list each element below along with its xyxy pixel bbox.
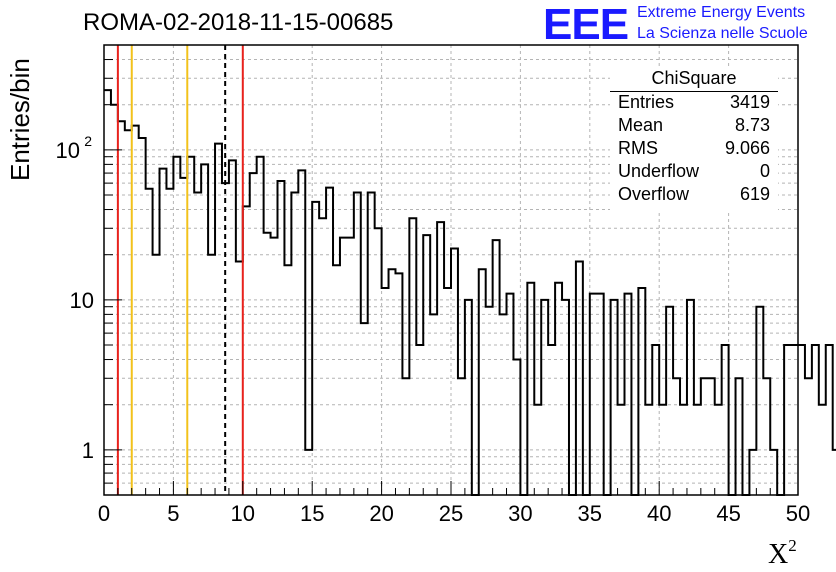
x-tick-label: 35 (578, 501, 602, 526)
x-axis-label: X2 (768, 536, 797, 571)
x-tick-label: 50 (786, 501, 810, 526)
stats-box: ChiSquare Entries 3419 Mean 8.73 RMS 9.0… (610, 67, 778, 211)
x-tick-label: 25 (439, 501, 463, 526)
x-tick-label: 0 (98, 501, 110, 526)
x-axis-label-superscript: 2 (788, 536, 797, 555)
stat-row-overflow: Overflow 619 (618, 184, 770, 207)
stats-title: ChiSquare (651, 68, 737, 88)
x-axis-label-main: X (768, 539, 789, 570)
x-tick-label: 15 (300, 501, 324, 526)
stat-value: 3419 (729, 92, 770, 112)
stat-name: Mean (618, 115, 664, 135)
logo-text-line-1: Extreme Energy Events (637, 4, 806, 21)
x-tick-label: 40 (647, 501, 671, 526)
y-tick-label: 10 (70, 288, 94, 313)
stat-name: RMS (618, 138, 658, 158)
stat-value: 8.73 (734, 115, 770, 135)
stat-row-mean: Mean 8.73 (618, 115, 770, 138)
stats-divider (610, 91, 778, 92)
chart-title: ROMA-02-2018-11-15-00685 (83, 9, 394, 36)
stat-value: 619 (739, 184, 770, 204)
x-tick-label: 45 (716, 501, 740, 526)
stat-row-entries: Entries 3419 (618, 92, 770, 115)
x-tick-label: 5 (167, 501, 179, 526)
stat-name: Overflow (618, 184, 690, 204)
stat-row-underflow: Underflow 0 (618, 161, 770, 184)
x-tick-label: 30 (508, 501, 532, 526)
stat-row-rms: RMS 9.066 (618, 138, 770, 161)
y-tick-label: 10 (56, 138, 80, 163)
logo-text-line-2: La Scienza nelle Scuole (637, 25, 808, 42)
x-tick-label: 20 (369, 501, 393, 526)
y-tick-label: 1 (82, 438, 94, 463)
eee-logo: EEE (543, 0, 629, 49)
stat-value: 0 (759, 161, 770, 181)
stat-name: Entries (618, 92, 675, 112)
x-tick-label: 10 (231, 501, 255, 526)
stat-name: Underflow (618, 161, 700, 181)
stat-value: 9.066 (724, 138, 770, 158)
y-tick-label-exponent: 2 (84, 133, 92, 149)
